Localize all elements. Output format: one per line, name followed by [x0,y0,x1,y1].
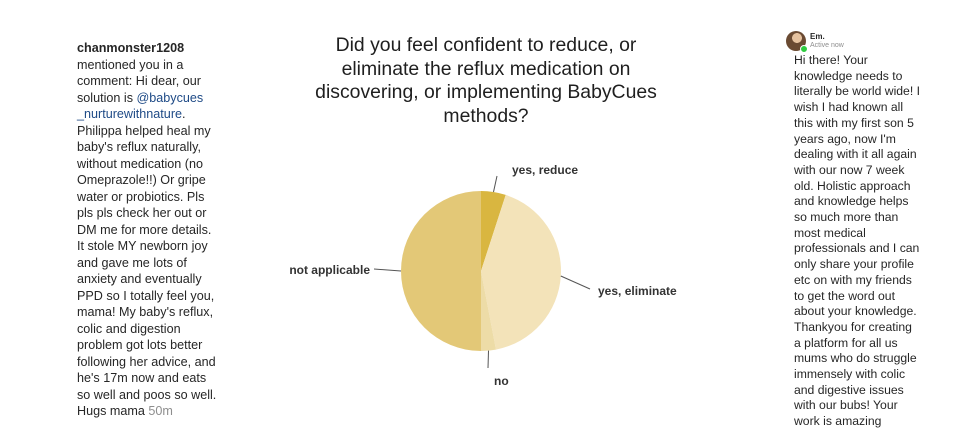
pie-labels: yes, reduce yes, eliminate no not applicabl… [289,163,677,388]
comment-mention-link[interactable]: @babycues _nurturewithnature [77,90,204,122]
pie-slices [401,191,561,351]
pie-slice-yes-eliminate [481,194,561,350]
pie-slice-not-applicable [401,191,481,351]
chart-title: Did you feel confident to reduce, or eli… [315,34,657,127]
pie-chart: yes, reduce yes, eliminate no not applicabl… [289,163,677,388]
dm-sender-name[interactable]: Em. [810,32,825,41]
pie-label: yes, reduce [512,163,578,177]
dm-message-text: Hi there! Your knowledge needs to litera… [794,53,920,429]
pie-slice-no [481,271,496,351]
pie-label: yes, eliminate [598,284,677,298]
pie-leader-line [560,275,591,290]
pie-label: not applicable [289,263,370,277]
dm-active-status: Active now [810,42,844,49]
comment-text-after: . Philippa helped heal my baby's reflux … [77,107,217,418]
pie-leader-line [487,350,489,369]
pie-label: no [494,374,509,388]
comment-text-before: mentioned you in a comment: Hi dear, our… [77,57,201,105]
pie-leader-line [493,175,498,193]
pie-slice-yes-reduce [481,191,506,271]
pie-leader-lines [373,175,591,369]
comment-username[interactable]: chanmonster1208 [77,41,185,55]
comment-notification: chanmonster1208 mentioned you in a commen… [77,40,217,420]
comment-timestamp: 50m [148,404,173,418]
pie-leader-line [373,268,402,272]
online-status-icon [800,45,808,53]
dm-header[interactable]: Em. Active now [786,31,896,55]
